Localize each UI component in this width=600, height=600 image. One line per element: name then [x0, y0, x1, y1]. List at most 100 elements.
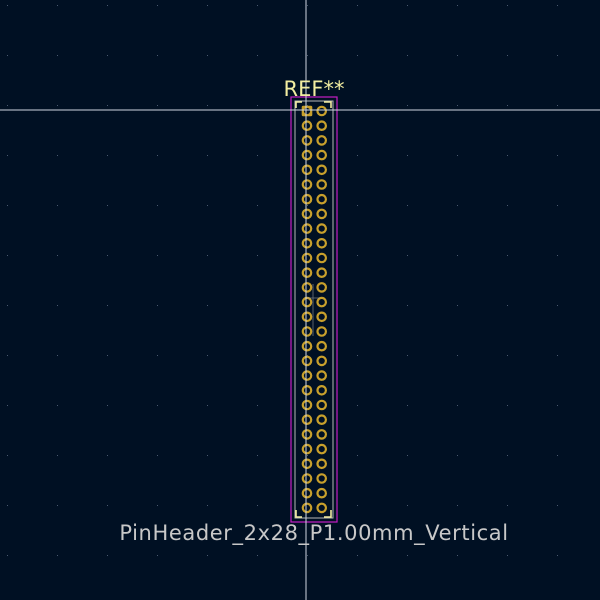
grid-dot: [307, 205, 308, 206]
silkscreen-outline: [295, 101, 332, 518]
grid-dot: [307, 105, 308, 106]
grid-dot: [457, 455, 458, 456]
grid-dot: [407, 105, 408, 106]
pad-drill-hole: [303, 269, 311, 276]
pad-drill-hole: [318, 284, 325, 291]
grid-dot: [557, 555, 558, 556]
pad-drill-hole: [318, 269, 325, 276]
pad-drill-hole: [318, 460, 325, 467]
pad-drill-hole: [318, 107, 325, 115]
grid-dot: [157, 105, 158, 106]
pad-drill-hole: [318, 490, 325, 497]
pad-drill-hole: [303, 210, 311, 217]
grid-dot: [507, 255, 508, 256]
pad-drill-hole: [303, 284, 311, 291]
grid-dot: [507, 5, 508, 6]
silkscreen-corner-top-right: [324, 101, 332, 108]
pad-drill-hole: [303, 387, 311, 394]
pad-drill-hole: [303, 107, 311, 115]
grid-dot: [407, 205, 408, 206]
pad-drill-hole: [303, 504, 311, 511]
pad-drill-hole: [318, 122, 325, 129]
pad-drill-hole: [318, 181, 325, 188]
grid-dot: [457, 205, 458, 206]
pad-drill-hole: [318, 313, 325, 320]
pad-drill-hole: [318, 343, 325, 350]
grid-dot: [57, 505, 58, 506]
grid-dot: [407, 255, 408, 256]
pad-drill-hole: [303, 122, 311, 129]
grid-dot: [557, 255, 558, 256]
pad-drill-hole: [318, 328, 325, 335]
grid-dot: [107, 255, 108, 256]
grid-dot: [407, 555, 408, 556]
grid-dot: [207, 155, 208, 156]
grid-dot: [57, 455, 58, 456]
grid-dot: [157, 555, 158, 556]
grid-dot: [357, 455, 358, 456]
grid-dot: [557, 105, 558, 106]
grid-dot: [257, 255, 258, 256]
grid-dot: [107, 405, 108, 406]
grid-dot: [207, 55, 208, 56]
grid-dot: [157, 455, 158, 456]
courtyard-outline: [290, 96, 338, 523]
grid-dot: [407, 355, 408, 356]
grid-dot: [207, 455, 208, 456]
pad-drill-hole: [318, 166, 325, 173]
grid-dot: [7, 305, 8, 306]
grid-dot: [207, 255, 208, 256]
grid-dot: [507, 105, 508, 106]
grid-dot: [57, 255, 58, 256]
pad-drill-hole: [303, 181, 311, 188]
grid-dot: [407, 55, 408, 56]
grid-dot: [107, 455, 108, 456]
grid-dot: [257, 405, 258, 406]
grid-dot: [7, 255, 8, 256]
grid-dot: [507, 305, 508, 306]
grid-dot: [457, 55, 458, 56]
grid-dot: [507, 55, 508, 56]
grid-dot: [507, 155, 508, 156]
pad-drill-hole: [303, 490, 311, 497]
grid-dot: [57, 305, 58, 306]
grid-dot: [57, 155, 58, 156]
grid-dot: [307, 455, 308, 456]
grid-dot: [557, 55, 558, 56]
grid-dot: [457, 355, 458, 356]
grid-dot: [557, 505, 558, 506]
pad-drill-hole: [303, 431, 311, 438]
grid-dot: [307, 555, 308, 556]
pad-drill-hole: [303, 152, 311, 159]
grid-dot: [7, 455, 8, 456]
grid-dot: [257, 555, 258, 556]
grid-dot: [157, 305, 158, 306]
footprint-value[interactable]: PinHeader_2x28_P1.00mm_Vertical: [119, 521, 508, 546]
grid-dot: [207, 105, 208, 106]
reference-designator[interactable]: REF**: [284, 77, 345, 101]
grid-dot: [457, 405, 458, 406]
grid-dot: [257, 155, 258, 156]
grid-dot: [357, 355, 358, 356]
pad-drill-hole: [318, 196, 325, 203]
grid-dot: [507, 205, 508, 206]
grid-dot: [557, 5, 558, 6]
grid-dot: [357, 305, 358, 306]
grid-dot: [457, 255, 458, 256]
grid-dot: [57, 5, 58, 6]
grid-dot: [107, 105, 108, 106]
grid-dot: [57, 105, 58, 106]
pad-drill-hole: [303, 401, 311, 409]
grid-dot: [357, 505, 358, 506]
pad-drill-hole: [318, 475, 325, 482]
fab-reference-mark: [306, 284, 320, 336]
pad-drill-hole: [303, 137, 311, 144]
pad-drill-hole: [318, 401, 325, 409]
grid-dot: [57, 555, 58, 556]
pad-drill-hole: [303, 313, 311, 320]
grid-dot: [207, 555, 208, 556]
grid-dot: [557, 405, 558, 406]
pad-array[interactable]: [301, 105, 328, 514]
grid-dot: [107, 355, 108, 356]
